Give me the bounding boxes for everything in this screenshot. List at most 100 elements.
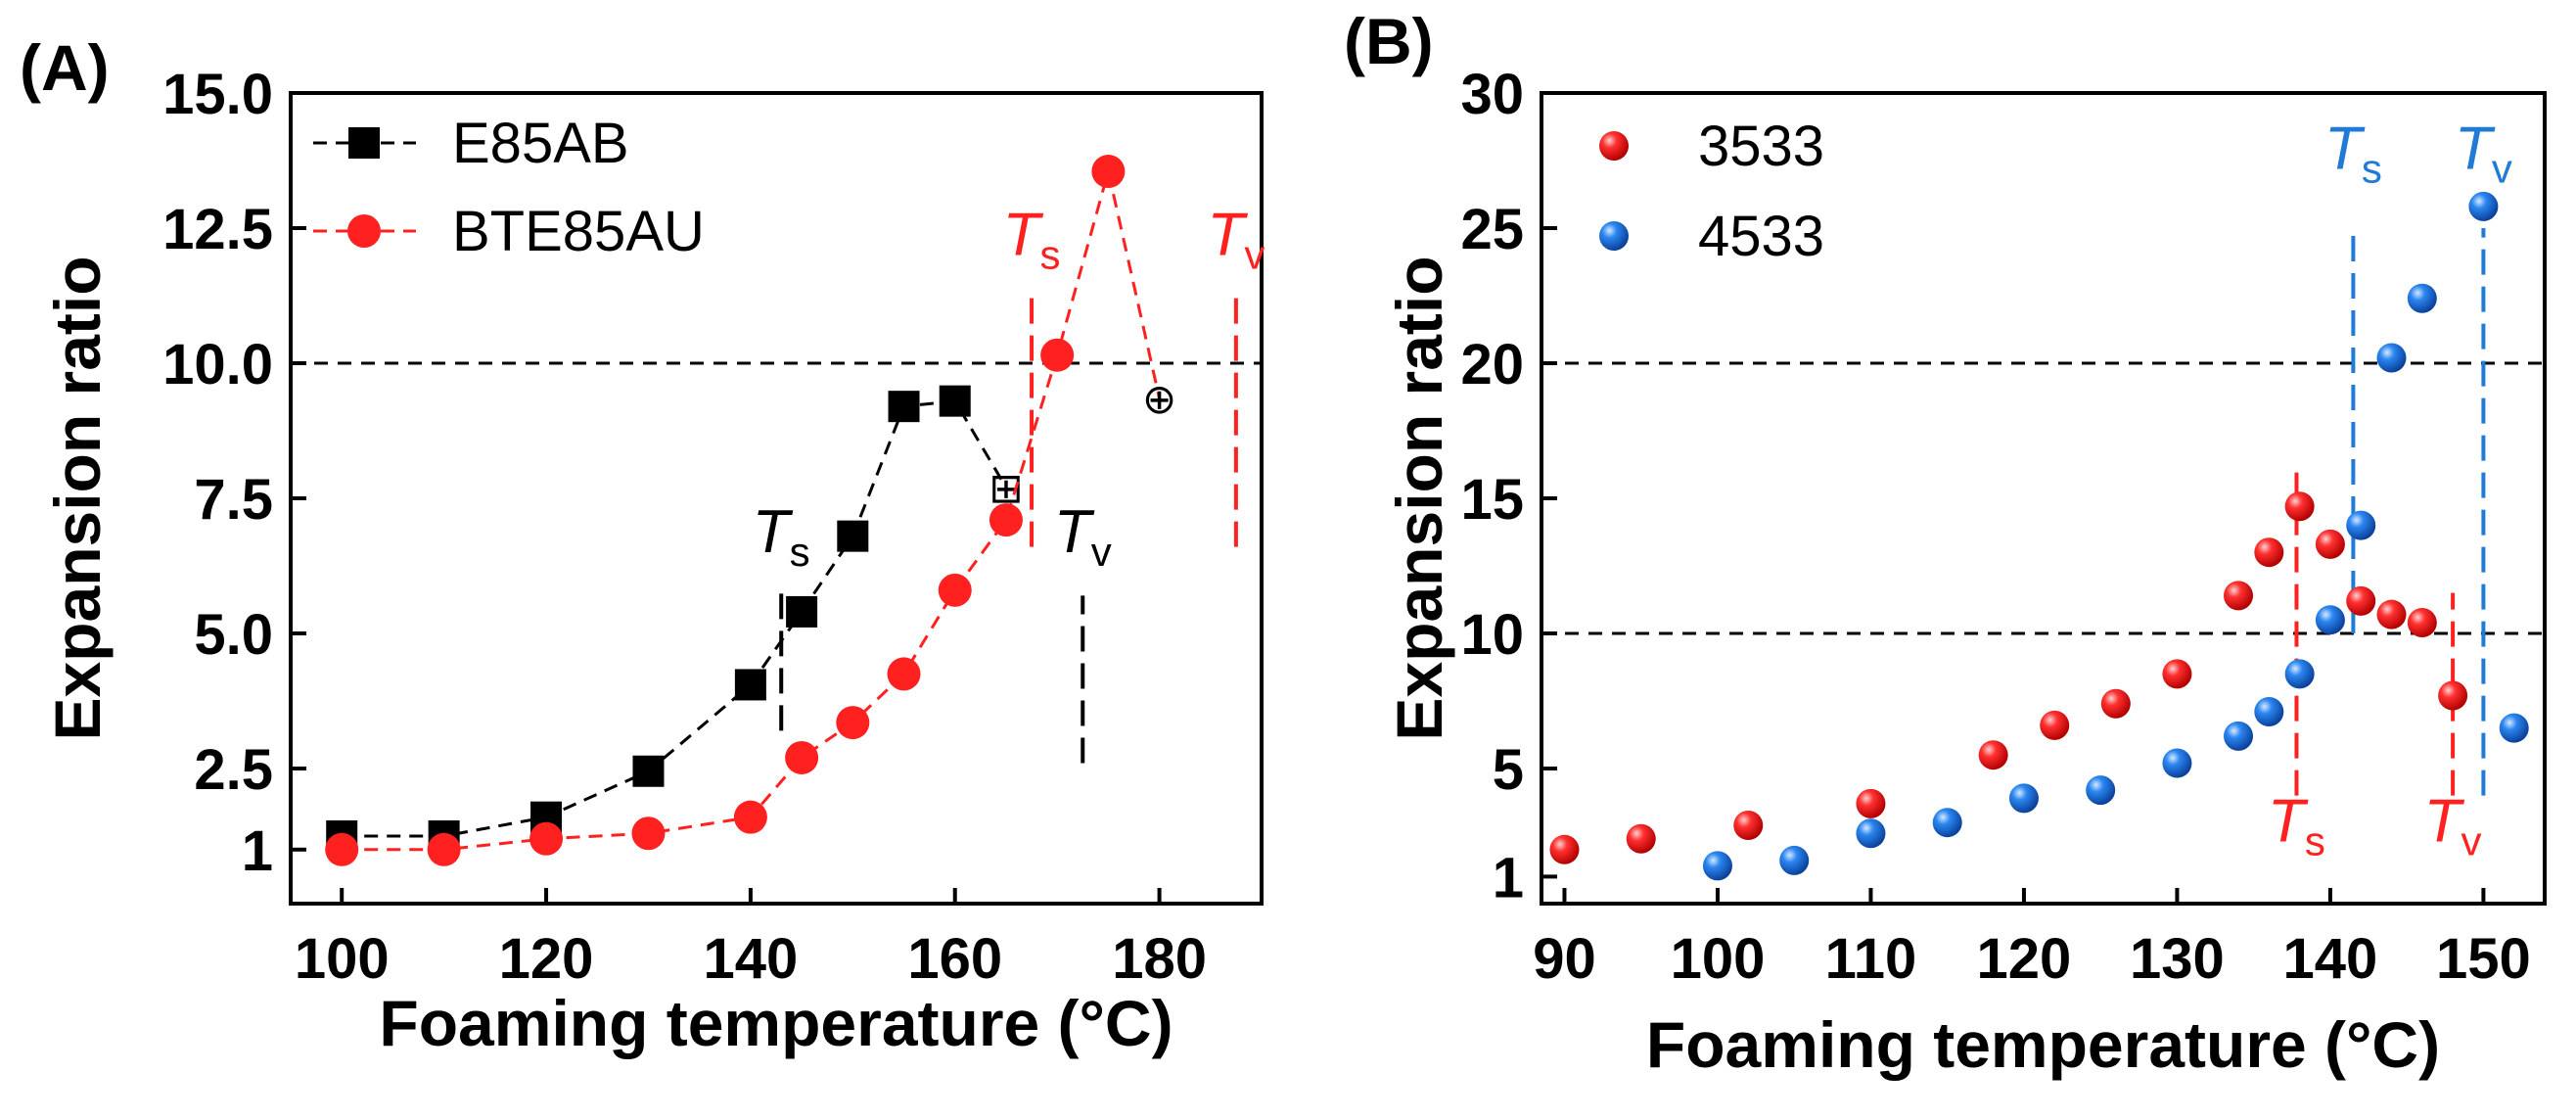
- data-point: [427, 832, 461, 866]
- data-point: [2008, 783, 2039, 814]
- annotation-subscript: s: [2362, 145, 2382, 191]
- series-BTE85AU: ⊕ BTE85AU: [313, 155, 1176, 866]
- data-point: [2284, 491, 2315, 522]
- panel-label: (A): [20, 31, 110, 104]
- plot-frame: [1540, 91, 2547, 906]
- annotation-subscript: s: [790, 529, 810, 575]
- data-point: [2376, 599, 2407, 629]
- legend-label: E85AB: [452, 112, 629, 175]
- y-tick-label: 5.0: [194, 603, 273, 667]
- legend-marker: [347, 214, 381, 248]
- data-point: [786, 595, 818, 628]
- annotation-symbol: T: [753, 498, 794, 566]
- panel-label: (B): [1344, 5, 1434, 77]
- legend-label: 4533: [1698, 205, 1824, 268]
- data-point: [632, 755, 665, 787]
- x-tick-label: 120: [1977, 927, 2072, 991]
- legend-marker: [1599, 221, 1629, 251]
- data-point: [888, 391, 920, 423]
- annotation-symbol: T: [1003, 202, 1044, 269]
- data-point: [2438, 680, 2468, 711]
- annotation-v-label: Tv: [2455, 115, 2512, 191]
- x-axis-title: Foaming temperature (°C): [1646, 1008, 2440, 1081]
- data-point: [734, 669, 766, 701]
- annotation-s-label: Ts: [2268, 788, 2325, 864]
- data-point: [2162, 659, 2192, 689]
- legend-marker: [348, 127, 380, 159]
- data-point: [939, 385, 971, 417]
- data-point: [2315, 605, 2345, 635]
- y-tick-label: 30: [1460, 63, 1524, 126]
- annotation-symbol: T: [2268, 788, 2309, 856]
- data-point: [2376, 343, 2407, 373]
- series-4533: 4533: [1599, 191, 2529, 881]
- annotation-s-label: Ts: [1003, 202, 1061, 278]
- x-tick-label: 160: [907, 927, 1002, 991]
- data-point: [887, 657, 921, 691]
- data-point: [2254, 537, 2284, 568]
- data-point: [1733, 810, 1764, 840]
- y-tick-label: 20: [1460, 333, 1524, 396]
- data-point: [2162, 748, 2192, 778]
- data-point: [1549, 834, 1580, 864]
- y-axis-title: Expansion ratio: [1383, 256, 1455, 740]
- data-point: [2499, 713, 2529, 743]
- annotation-s-label: Ts: [753, 498, 810, 575]
- data-point: [837, 520, 869, 552]
- data-point: [938, 573, 972, 607]
- x-tick-label: 180: [1112, 927, 1207, 991]
- data-point: [836, 706, 870, 740]
- y-tick-label: 5: [1493, 738, 1524, 802]
- y-tick-label: 1: [242, 819, 273, 883]
- x-axis-title: Foaming temperature (°C): [379, 987, 1173, 1059]
- data-point: [2407, 607, 2437, 637]
- data-point: [989, 503, 1023, 537]
- y-tick-label: 7.5: [194, 468, 273, 532]
- legend-label: 3533: [1698, 115, 1824, 178]
- y-axis-title: Expansion ratio: [41, 256, 114, 740]
- annotation-symbol: T: [2455, 115, 2496, 182]
- annotation-symbol: T: [2324, 115, 2366, 182]
- data-point: [1932, 808, 1962, 838]
- annotation-subscript: s: [2305, 818, 2325, 864]
- y-tick-label: 10.0: [162, 333, 273, 396]
- data-point: [2254, 697, 2284, 727]
- y-tick-label: 12.5: [162, 198, 273, 261]
- x-tick-label: 140: [704, 927, 799, 991]
- data-point: [785, 740, 819, 774]
- data-point: [1856, 788, 1886, 818]
- y-tick-label: 25: [1460, 198, 1524, 261]
- x-tick-label: 150: [2436, 927, 2531, 991]
- x-tick-label: 90: [1533, 927, 1596, 991]
- data-point: [1856, 818, 1886, 849]
- data-point: [2224, 721, 2254, 751]
- data-point: [733, 800, 767, 834]
- data-point-open: ⊕: [1142, 376, 1176, 422]
- data-point: [1040, 338, 1075, 372]
- data-point: [2346, 585, 2376, 616]
- data-point: [2040, 710, 2070, 740]
- x-tick-label: 140: [2283, 927, 2378, 991]
- legend-marker: [1599, 131, 1629, 161]
- y-tick-label: 15.0: [162, 63, 273, 126]
- data-point: [2086, 775, 2116, 806]
- legend-label: BTE85AU: [452, 200, 705, 263]
- data-point: [325, 832, 359, 866]
- annotation-subscript: s: [1039, 232, 1060, 278]
- data-point: [1626, 823, 1656, 854]
- data-point: [2100, 688, 2131, 719]
- series-E85AB: ⊞E85AB: [313, 112, 1024, 852]
- annotation-v-label: Tv: [1207, 202, 1265, 278]
- data-point: [2407, 283, 2437, 313]
- data-point: [2315, 529, 2345, 559]
- x-tick-label: 100: [295, 927, 390, 991]
- annotation-symbol: T: [1207, 202, 1248, 269]
- annotation-subscript: v: [2461, 818, 2482, 864]
- annotation-v-label: Tv: [1054, 498, 1112, 575]
- annotation-symbol: T: [1054, 498, 1095, 566]
- data-point: [2224, 581, 2254, 611]
- data-point: [1091, 155, 1126, 189]
